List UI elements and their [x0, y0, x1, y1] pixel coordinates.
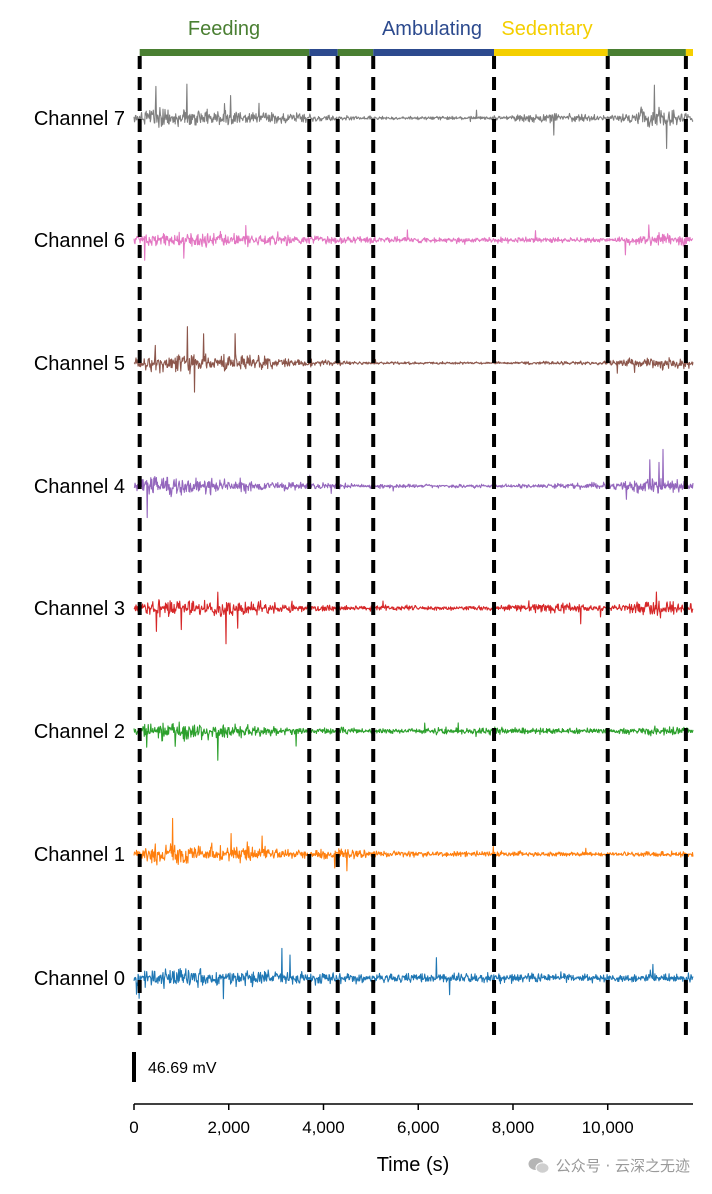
x-axis: 0 2,000 4,000 6,000 8,000 10,000	[129, 1103, 693, 1137]
label-channel-2: Channel 2	[34, 721, 125, 743]
trace-channel-6	[133, 224, 694, 261]
x-tick-label-0: 0	[129, 1118, 138, 1137]
label-channel-7: Channel 7	[34, 108, 125, 130]
trace-channel-1	[133, 817, 694, 872]
phase-boundaries	[137, 56, 688, 1042]
trace-channel-2	[133, 721, 694, 761]
trace-channel-5	[133, 326, 694, 393]
phase-segment-feeding-2	[337, 49, 374, 56]
x-tick-label-2000: 2,000	[207, 1118, 250, 1137]
phase-segment-feeding-0	[139, 49, 310, 56]
label-channel-1: Channel 1	[34, 844, 125, 866]
scale-bar-mark	[132, 1052, 136, 1082]
trace-channel-3	[133, 591, 694, 645]
phase-segment-sedentary-4	[494, 49, 608, 56]
channel-traces	[133, 83, 694, 1000]
trace-channel-7	[133, 83, 694, 150]
x-tick-label-6000: 6,000	[397, 1118, 440, 1137]
phase-segment-ambulating-1	[309, 49, 338, 56]
phase-label-ambulating: Ambulating	[382, 18, 482, 40]
phase-labels: Feeding Ambulating Sedentary	[188, 18, 593, 40]
channel-labels: Channel 7 Channel 6 Channel 5 Channel 4 Chan…	[34, 108, 125, 990]
x-tick-label-10000: 10,000	[582, 1118, 634, 1137]
phase-segment-ambulating-3	[373, 49, 495, 56]
trace-channel-0	[133, 947, 694, 1000]
trace-channel-4	[133, 448, 694, 519]
watermark-text: 公众号 · 云深之无迹	[555, 1157, 690, 1175]
label-channel-0: Channel 0	[34, 968, 125, 990]
phase-segment-feeding-5	[607, 49, 686, 56]
phase-label-sedentary: Sedentary	[501, 18, 592, 40]
watermark: 公众号 · 云深之无迹	[528, 1155, 690, 1176]
x-tick-label-8000: 8,000	[492, 1118, 535, 1137]
x-axis-title: Time (s)	[377, 1154, 450, 1176]
scale-bar-label: 46.69 mV	[148, 1060, 217, 1077]
phase-segment-sedentary-6	[685, 49, 693, 56]
phase-label-feeding: Feeding	[188, 18, 260, 40]
label-channel-4: Channel 4	[34, 476, 125, 498]
label-channel-5: Channel 5	[34, 353, 125, 375]
label-channel-6: Channel 6	[34, 230, 125, 252]
phase-bar	[139, 49, 693, 56]
wechat-icon	[528, 1157, 550, 1175]
label-channel-3: Channel 3	[34, 598, 125, 620]
scale-bar: 46.69 mV	[132, 1052, 217, 1082]
x-tick-label-4000: 4,000	[302, 1118, 345, 1137]
